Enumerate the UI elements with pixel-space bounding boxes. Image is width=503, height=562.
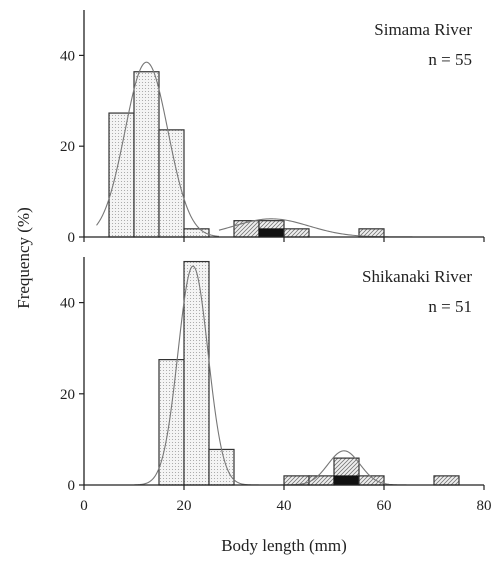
panel-label: Shikanaki River — [362, 267, 472, 286]
x-tick-label: 20 — [177, 498, 192, 514]
x-tick-label: 40 — [277, 498, 292, 514]
fitted-curve — [96, 61, 220, 237]
y-tick-label: 40 — [60, 48, 75, 64]
histogram-bar — [133, 71, 160, 238]
panel-simama-river: 0 20 40 Simama River n = 55 — [60, 10, 485, 246]
sample-size-label: n = 51 — [428, 297, 472, 316]
y-axis-title: Frequency (%) — [14, 207, 33, 309]
y-tick-label: 20 — [60, 139, 75, 155]
histogram-bar — [433, 475, 460, 486]
x-tick-label: 80 — [477, 498, 492, 514]
x-tick-label: 60 — [377, 498, 392, 514]
y-tick-label: 20 — [60, 387, 75, 403]
x-tick-label: 0 — [80, 498, 88, 514]
histogram-bar — [283, 228, 310, 238]
histogram-bar — [233, 220, 260, 238]
histogram-bar — [183, 260, 210, 486]
histogram-bar — [208, 448, 235, 486]
x-axis-title: Body length (mm) — [221, 536, 347, 555]
histogram-bar-black-portion — [333, 475, 360, 486]
y-tick-label: 40 — [60, 296, 75, 312]
y-tick-label: 0 — [68, 478, 76, 494]
y-tick-label: 0 — [68, 230, 76, 246]
histogram-bar-black-portion — [258, 228, 285, 238]
histogram-bar — [158, 359, 185, 486]
sample-size-label: n = 55 — [428, 50, 472, 69]
panel-shikanaki-river: 0 20 40 0 20 40 60 80 Shikanaki River n = 51 — [60, 257, 492, 514]
panel-label: Simama River — [374, 20, 472, 39]
histogram-bar — [108, 112, 135, 238]
